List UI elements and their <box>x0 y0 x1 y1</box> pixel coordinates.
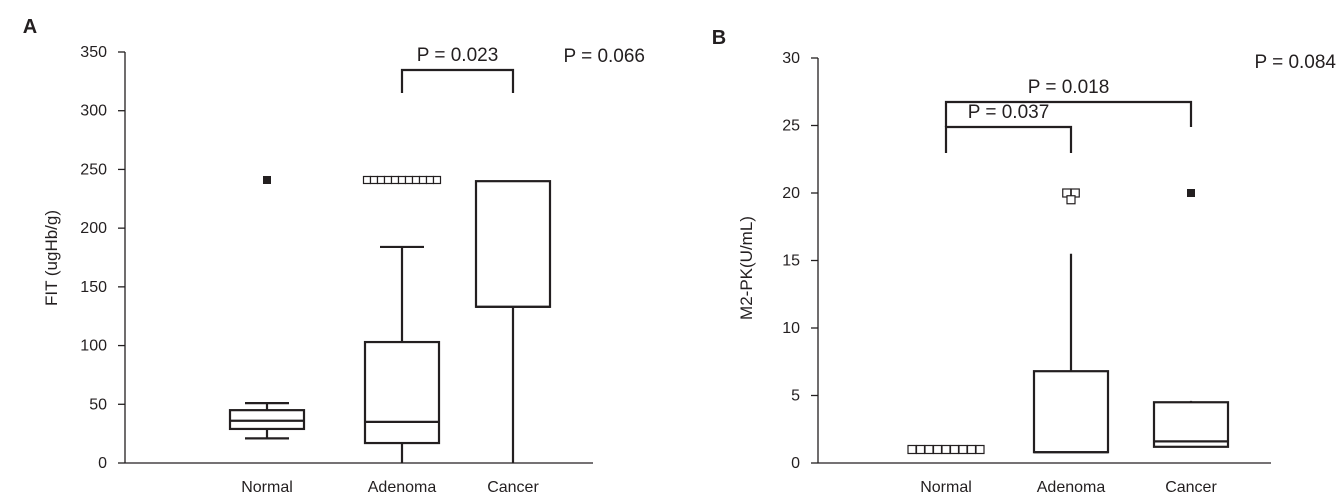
comparison-p-value: P = 0.023 <box>417 45 499 66</box>
outlier-point <box>383 175 393 185</box>
y-tick-label: 30 <box>782 50 800 67</box>
y-tick-label: 10 <box>782 320 800 337</box>
x-tick-label: Normal <box>241 479 293 496</box>
overall-p-value: P = 0.066 <box>563 46 645 67</box>
outlier-point <box>432 175 442 185</box>
outlier-point <box>1066 195 1076 205</box>
outlier-point <box>958 444 968 455</box>
y-tick-label: 350 <box>80 44 107 61</box>
panel-B: B M2-PK(U/mL) 0 5 10 15 20 25 30 Normal Adenoma Can… <box>712 27 1337 496</box>
x-tick-label: Cancer <box>487 479 539 496</box>
y-tick-label: 15 <box>782 253 800 270</box>
outlier-point <box>915 444 926 455</box>
y-tick-label: 20 <box>782 185 800 202</box>
comparison-bracket: P = 0.018 <box>944 77 1193 127</box>
x-tick-label: Adenoma <box>368 479 437 496</box>
outlier-point <box>907 444 917 455</box>
outlier-point <box>924 444 934 455</box>
box-rect <box>363 340 441 445</box>
y-tick-label: 100 <box>80 338 107 355</box>
y-tick-label: 0 <box>98 455 107 472</box>
panel-letter: B <box>712 27 726 49</box>
y-tick-label: 0 <box>791 455 800 472</box>
panel-letter: A <box>23 16 37 38</box>
box-rect <box>1152 401 1230 448</box>
outlier-point <box>362 175 372 185</box>
panel-A: A FIT (ugHb/g) 0 50 100 150 200 250 300 350 Normal… <box>23 16 645 496</box>
outliers-normal <box>263 175 271 184</box>
outliers-normal <box>907 444 985 455</box>
bracket-line <box>944 100 1193 127</box>
bracket-line <box>400 68 515 93</box>
outlier-point <box>369 175 379 185</box>
outlier-point <box>932 444 943 455</box>
outlier-point <box>425 175 435 185</box>
box-adenoma <box>1032 253 1110 454</box>
outlier-point <box>418 175 428 185</box>
outlier-point <box>1187 189 1195 197</box>
outlier-point <box>949 444 960 455</box>
comparison-bracket: P = 0.023 <box>400 45 515 93</box>
outlier-point <box>390 175 400 185</box>
box-rect <box>1032 370 1110 454</box>
y-axis-label: M2-PK(U/mL) <box>737 216 756 320</box>
box-cancer <box>1152 400 1230 448</box>
box-adenoma <box>363 245 441 463</box>
y-axis-label: FIT (ugHb/g) <box>42 210 61 306</box>
box-cancer <box>474 180 552 463</box>
comparison-p-value: P = 0.037 <box>968 102 1050 123</box>
y-tick-label: 25 <box>782 118 800 135</box>
outlier-point <box>404 175 414 185</box>
x-tick-label: Normal <box>920 479 972 496</box>
box-rect <box>474 180 552 308</box>
outlier-point <box>397 175 407 185</box>
box-rect <box>228 409 306 431</box>
y-tick-label: 250 <box>80 161 107 178</box>
outliers-cancer <box>1187 189 1195 197</box>
y-tick-label: 50 <box>89 396 107 413</box>
y-tick-label: 150 <box>80 279 107 296</box>
y-tick-label: 5 <box>791 388 800 405</box>
bracket-line <box>944 125 1073 153</box>
y-tick-label: 200 <box>80 220 107 237</box>
box-normal <box>228 402 306 440</box>
outlier-point <box>263 175 271 184</box>
outlier-point <box>411 175 421 185</box>
x-tick-label: Cancer <box>1165 479 1217 496</box>
comparison-bracket: P = 0.037 <box>944 102 1073 153</box>
outlier-point <box>966 444 977 455</box>
comparison-p-value: P = 0.018 <box>1028 77 1110 98</box>
outlier-point <box>376 175 386 185</box>
outlier-point <box>975 444 985 455</box>
overall-p-value: P = 0.084 <box>1254 52 1336 73</box>
outliers-adenoma <box>1066 195 1076 205</box>
outliers-adenoma <box>362 175 442 185</box>
x-tick-label: Adenoma <box>1037 479 1106 496</box>
outlier-point <box>941 444 951 455</box>
y-tick-label: 300 <box>80 103 107 120</box>
